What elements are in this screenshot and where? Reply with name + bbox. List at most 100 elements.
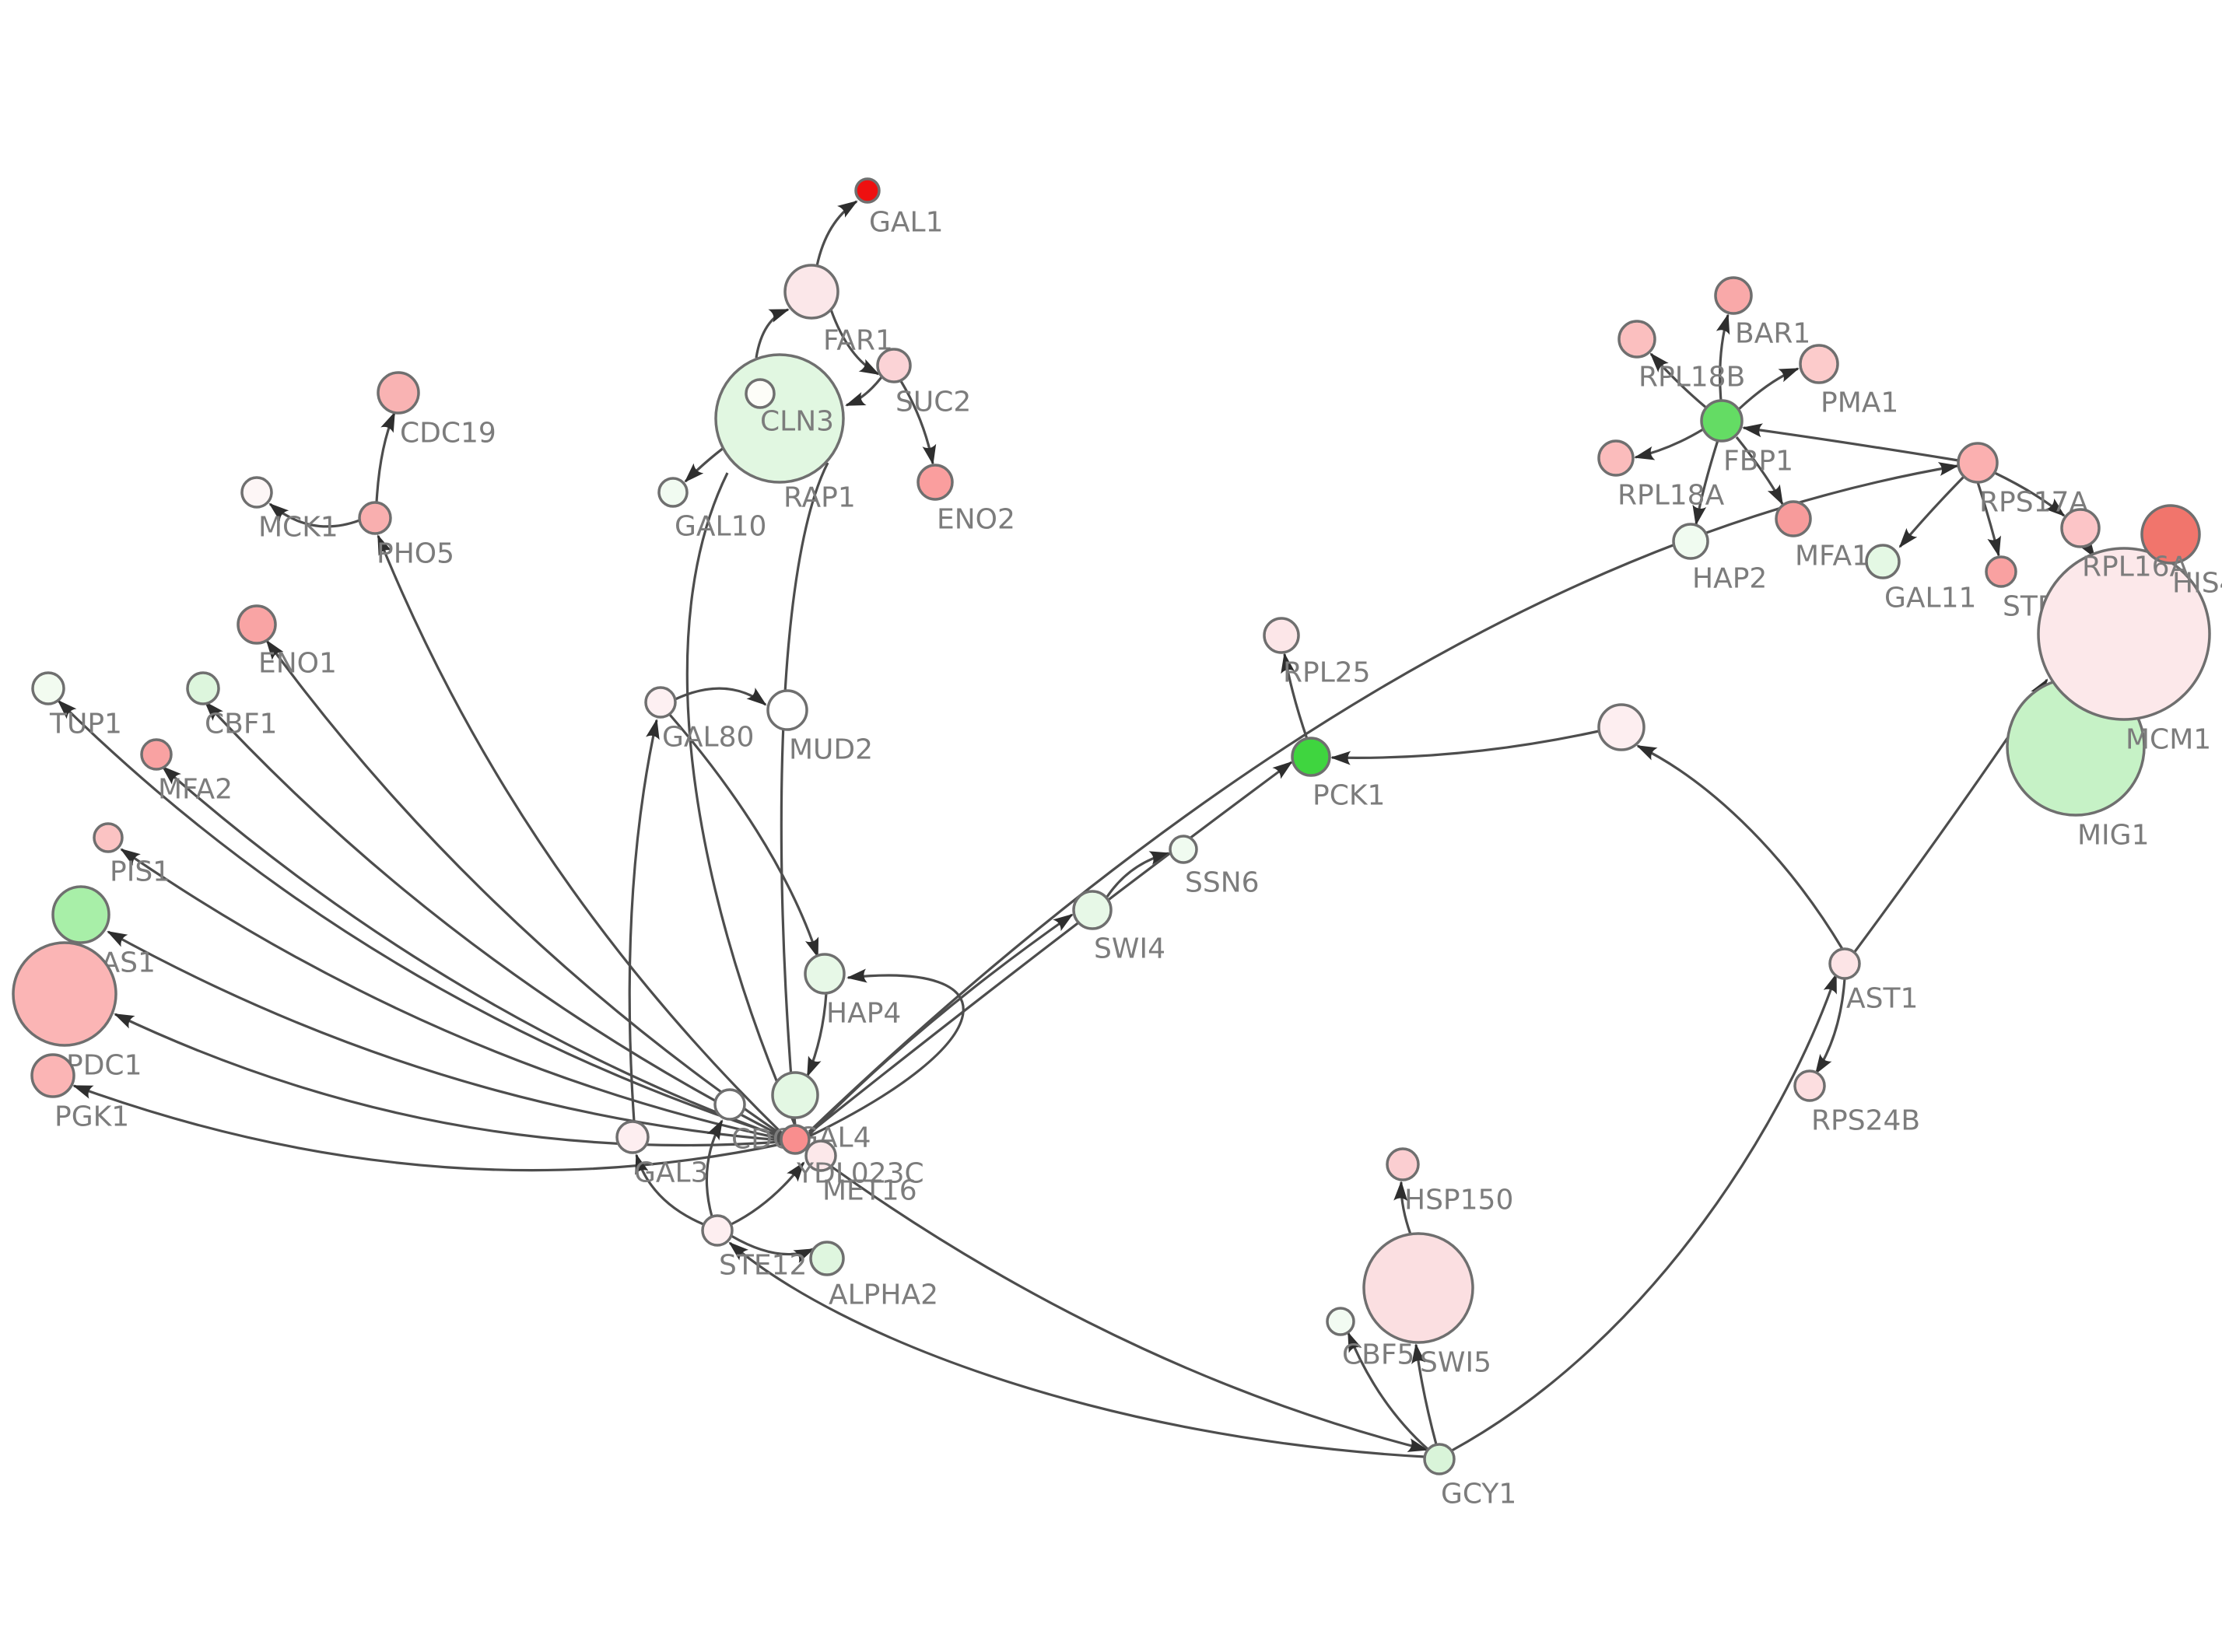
edge-RPS17A-GAL11[interactable]: [1898, 474, 1966, 548]
node-SWI5[interactable]: [1362, 1232, 1474, 1344]
node-RPL18A[interactable]: [1597, 439, 1635, 477]
node-MUD2[interactable]: [766, 689, 808, 731]
edge-YDL023C-PCK1[interactable]: [808, 761, 1293, 1135]
node-GAL3[interactable]: [615, 1120, 650, 1154]
node-MCK1[interactable]: [240, 476, 273, 509]
edge-AST1-RPS24B[interactable]: [1814, 978, 1846, 1075]
node-SSN6[interactable]: [1169, 835, 1198, 864]
node-MFA1[interactable]: [1775, 500, 1812, 537]
node-STE12[interactable]: [701, 1214, 734, 1247]
edge-STE12-ALPHA2[interactable]: [731, 1234, 815, 1263]
node-MET16[interactable]: [804, 1139, 837, 1172]
edge-PCK1-RPL25[interactable]: [1281, 653, 1309, 740]
edge-FBP1-RPL18A[interactable]: [1634, 428, 1704, 460]
node-GAL80[interactable]: [644, 686, 677, 719]
node-ENO2[interactable]: [916, 464, 954, 501]
node-PGK1[interactable]: [30, 1053, 75, 1098]
node-CDC6[interactable]: [713, 1088, 746, 1121]
node-PHO5[interactable]: [358, 501, 392, 535]
node-GAL1[interactable]: [854, 177, 881, 204]
node-RPL18B[interactable]: [1617, 320, 1656, 359]
node-SWI4[interactable]: [1072, 890, 1113, 930]
node-STE2[interactable]: [1985, 555, 2017, 588]
edge-SUC2-CLN3[interactable]: [845, 376, 883, 407]
node-HSP150[interactable]: [1386, 1147, 1420, 1181]
node-YDL023C[interactable]: [780, 1124, 811, 1155]
edge-FBP1-BAR1[interactable]: [1716, 313, 1730, 401]
node-CBF5[interactable]: [1326, 1307, 1355, 1336]
edge-HAP4-GAL4[interactable]: [806, 992, 828, 1077]
edge-FBP1-MFA1[interactable]: [1735, 436, 1784, 506]
node-PMA1[interactable]: [1799, 344, 1839, 384]
node-RPS24B[interactable]: [1793, 1069, 1826, 1102]
edge-YDL023C-ENO1[interactable]: [265, 639, 783, 1136]
node-PIS1[interactable]: [93, 822, 124, 853]
edge-GCY1-STE12[interactable]: [728, 1241, 1425, 1458]
node-GAL4[interactable]: [771, 1071, 819, 1119]
edge-FAR1-GAL1[interactable]: [815, 200, 858, 267]
node-RPL16A[interactable]: [2060, 508, 2101, 548]
node-PCK1[interactable]: [1291, 737, 1331, 777]
edge-YDL023C-TUP1[interactable]: [57, 699, 782, 1138]
node-HAP2[interactable]: [1672, 523, 1709, 560]
node-HAP4[interactable]: [804, 953, 846, 995]
edge-GCY1-SWI5[interactable]: [1411, 1343, 1438, 1445]
edge-FAR1-SUC2[interactable]: [829, 309, 880, 376]
node-CDC19[interactable]: [377, 371, 420, 415]
node-NODE_U[interactable]: [1597, 703, 1645, 751]
node-FAR1[interactable]: [783, 264, 839, 320]
node-MFA2[interactable]: [140, 738, 173, 771]
node-GAL10[interactable]: [657, 477, 689, 508]
edge-SWI4-SSN6[interactable]: [1106, 851, 1170, 898]
edge-YDL023C-PIS1[interactable]: [120, 848, 782, 1140]
node-RPS17A[interactable]: [1957, 442, 1999, 484]
edge-RPS17A-RPL16A[interactable]: [1994, 471, 2066, 517]
node-ALPHA2[interactable]: [809, 1241, 845, 1276]
edge-RPS17A-FBP1[interactable]: [1742, 423, 1959, 462]
node-FBP1[interactable]: [1700, 399, 1744, 443]
node-RAS1[interactable]: [51, 885, 110, 944]
node-RPL25[interactable]: [1263, 617, 1300, 654]
node-ENO1[interactable]: [237, 604, 277, 645]
node-AST1[interactable]: [1828, 947, 1861, 980]
edge-STE12-MET16[interactable]: [731, 1161, 805, 1226]
edge-YDL023C-RAS1[interactable]: [107, 930, 782, 1142]
edge-YDL023C-SUC2[interactable]: [780, 462, 829, 1126]
edge-STE12-CDC6[interactable]: [705, 1119, 724, 1217]
edge-YDL023C-MFA2[interactable]: [161, 765, 782, 1139]
edge-GAL80-MUD2[interactable]: [675, 687, 767, 706]
node-HIS4[interactable]: [2140, 504, 2201, 565]
node-RAP1[interactable]: [745, 378, 776, 409]
edge-YDL023C-CBF1[interactable]: [204, 701, 782, 1137]
edge-YDL023C-CLN3[interactable]: [685, 472, 797, 1126]
edge-FBP1-HAP2[interactable]: [1692, 439, 1719, 526]
edge-YDL023C-PHO5[interactable]: [377, 534, 783, 1135]
edge-SWI5-HSP150[interactable]: [1393, 1181, 1412, 1235]
edge-RPS17A-STE2[interactable]: [1976, 481, 2001, 557]
node-BAR1[interactable]: [1714, 276, 1753, 315]
edge-FBP1-PMA1[interactable]: [1737, 367, 1800, 411]
edge-STE12-GAL3[interactable]: [635, 1153, 704, 1226]
node-MCM1[interactable]: [2037, 547, 2211, 721]
edge-PHO5-CDC19[interactable]: [375, 411, 396, 503]
edge-PHO5-MCK1[interactable]: [268, 502, 360, 528]
edge-YDL023C-HAP4[interactable]: [808, 968, 965, 1138]
edge-CLN3-FAR1[interactable]: [755, 308, 790, 359]
edge-AST1-NODE_U[interactable]: [1636, 744, 1844, 950]
edge-FBP1-RPL18B[interactable]: [1649, 352, 1709, 410]
edge-GAL80-HAP4[interactable]: [668, 713, 819, 958]
node-PDC1[interactable]: [12, 941, 117, 1047]
node-SUC2[interactable]: [876, 348, 912, 383]
edge-YDL023C-PDC1[interactable]: [114, 1013, 782, 1147]
edge-NODE_U-PCK1[interactable]: [1330, 730, 1600, 765]
edge-YDL023C-GCY1[interactable]: [806, 1147, 1428, 1452]
edge-GCY1-CBF5[interactable]: [1347, 1332, 1430, 1451]
edge-SUC2-ENO2[interactable]: [899, 380, 937, 465]
edge-YDL023C-PGK1[interactable]: [72, 1084, 782, 1172]
node-GCY1[interactable]: [1423, 1443, 1456, 1475]
edge-GCY1-AST1[interactable]: [1451, 973, 1838, 1452]
edge-GAL3-GAL80[interactable]: [628, 719, 660, 1122]
node-GAL11[interactable]: [1865, 544, 1901, 579]
node-TUP1[interactable]: [31, 671, 65, 705]
node-CBF1[interactable]: [186, 671, 220, 705]
